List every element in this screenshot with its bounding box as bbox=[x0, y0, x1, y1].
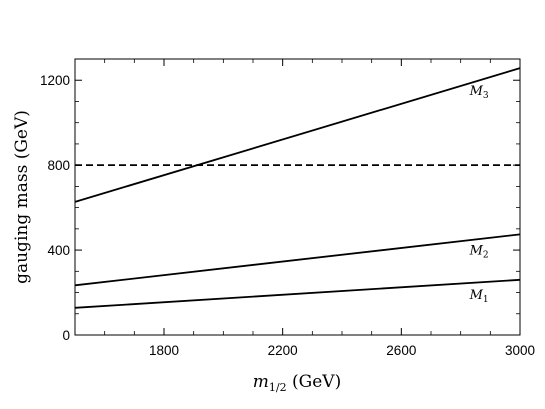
y-axis-label: gauging mass (GeV) bbox=[12, 110, 32, 284]
series-labels: M3 M2 M1 bbox=[469, 84, 489, 305]
series-lines bbox=[74, 67, 521, 309]
series-label-m2: M2 bbox=[469, 243, 489, 260]
series-label-m3: M3 bbox=[469, 84, 489, 101]
y-tick-label: 1200 bbox=[40, 73, 70, 88]
series-line-m3 bbox=[74, 67, 521, 203]
plot-frame bbox=[74, 58, 521, 336]
series-line-m1 bbox=[74, 278, 521, 309]
x-tick-label: 2200 bbox=[268, 343, 298, 358]
y-tick-label: 0 bbox=[62, 328, 70, 343]
y-tick-label: 800 bbox=[47, 158, 70, 173]
x-axis-label: m1/2 (GeV) bbox=[253, 372, 341, 394]
series-label-m1: M1 bbox=[469, 288, 489, 305]
x-tick-label: 2600 bbox=[386, 343, 416, 358]
series-line-m2 bbox=[74, 233, 521, 287]
x-tick-label: 1800 bbox=[149, 343, 179, 358]
y-tick-label: 400 bbox=[47, 243, 70, 258]
tick-labels: 1800 2200 2600 3000 0 400 800 1200 bbox=[40, 73, 535, 358]
x-tick-label: 3000 bbox=[505, 343, 535, 358]
ticks bbox=[75, 59, 521, 336]
